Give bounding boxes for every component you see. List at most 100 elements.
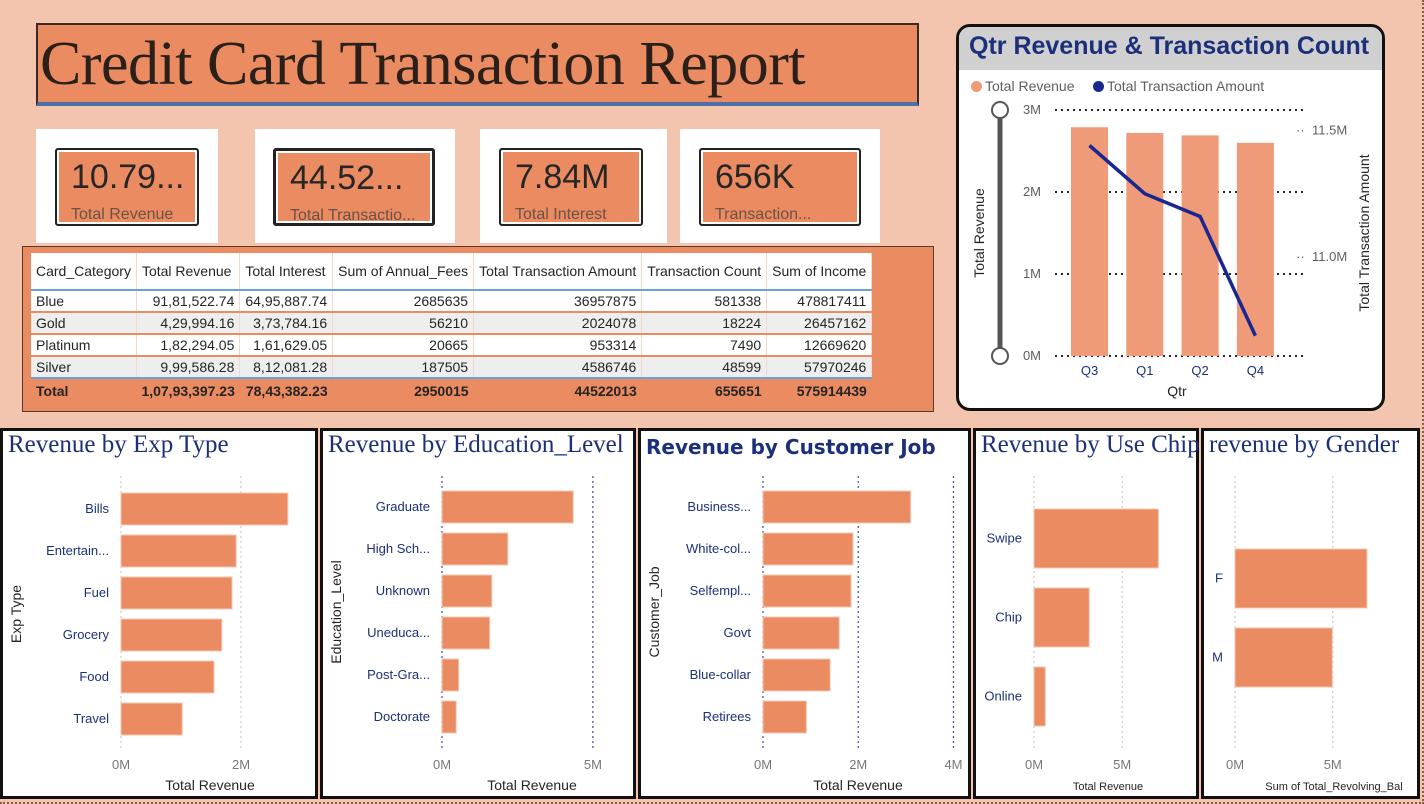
total-cell: 2950015 <box>332 378 474 402</box>
total-cell: 78,43,382.23 <box>239 378 333 402</box>
bar[interactable] <box>120 702 183 736</box>
category-label: Food <box>79 669 109 684</box>
chart-title: revenue by Gender <box>1209 431 1400 458</box>
table-cell: 581338 <box>641 290 768 313</box>
x-tick-label: 5M <box>584 757 602 772</box>
x-tick-label: Q4 <box>1247 363 1264 378</box>
category-label: Bills <box>85 501 109 516</box>
column-header[interactable]: Total Transaction Amount <box>473 253 643 291</box>
chart-title: Revenue by Education_Level <box>328 431 624 458</box>
bar[interactable] <box>762 532 854 566</box>
x-tick-label: 0M <box>1025 757 1043 772</box>
table-cell: 91,81,522.74 <box>136 290 241 313</box>
y-tick-label: 1M <box>1023 266 1041 281</box>
category-label: Fuel <box>84 585 109 600</box>
table-cell: Platinum <box>31 334 137 357</box>
category-label: F <box>1215 571 1223 586</box>
gender-chart-svg: 0M 5M F M Sum of Total_Revolving_Bal <box>1212 476 1403 793</box>
bar[interactable] <box>762 616 840 650</box>
column-header[interactable]: Total Revenue <box>136 253 241 291</box>
total-cell: 44522013 <box>473 378 642 402</box>
bar[interactable] <box>762 658 831 692</box>
table-row[interactable]: Silver 9,99,586.28 8,12,081.28 187505 458674… <box>31 356 873 379</box>
x-tick-label: 0M <box>1226 757 1244 772</box>
bar[interactable] <box>120 660 215 694</box>
column-header[interactable]: Card_Category <box>31 253 137 291</box>
kpi-transaction-count[interactable]: 656K Transaction... <box>699 148 861 226</box>
chart-title: Revenue by Use Chip <box>981 431 1200 458</box>
bar[interactable] <box>1033 587 1090 648</box>
bar[interactable] <box>762 574 852 608</box>
kpi-total-interest[interactable]: 7.84M Total Interest <box>499 148 643 226</box>
y-axis-title: Customer_Job <box>646 566 662 657</box>
bar[interactable] <box>1234 627 1333 688</box>
legend-dot-icon <box>1093 81 1104 92</box>
table-cell: 56210 <box>332 312 475 335</box>
table-cell: 2685635 <box>332 290 475 313</box>
bar-total-revenue[interactable] <box>1236 142 1274 356</box>
table-row[interactable]: Blue 91,81,522.74 64,95,887.74 2685635 36957… <box>31 290 873 313</box>
total-cell: 575914439 <box>766 378 872 402</box>
line-total-transaction-amount[interactable] <box>1088 144 1257 337</box>
kpi-total-transaction-amount[interactable]: 44.52... Total Transactio... <box>273 148 435 226</box>
bar[interactable] <box>120 534 237 568</box>
table-row[interactable]: Platinum 1,82,294.05 1,61,629.05 20665 95331… <box>31 334 873 357</box>
kpi-value: 656K <box>715 158 795 196</box>
table-cell: 64,95,887.74 <box>239 290 334 313</box>
y2-tick-dots: ·· <box>1296 122 1305 137</box>
bar[interactable] <box>120 576 233 610</box>
bar-total-revenue[interactable] <box>1071 127 1108 356</box>
bar[interactable] <box>1033 508 1159 569</box>
x-tick-label: 0M <box>112 757 130 772</box>
column-header[interactable]: Sum of Income <box>766 253 873 291</box>
table-cell: 12669620 <box>766 334 873 357</box>
bar[interactable] <box>441 490 574 524</box>
legend-item-revenue[interactable]: Total Revenue <box>971 78 1075 94</box>
kpi-value: 7.84M <box>515 158 610 196</box>
table-cell: 57970246 <box>766 356 873 379</box>
exp-type-chart-panel: Revenue by Exp Type 0M 2M Bills Entertain..… <box>0 428 318 799</box>
kpi-total-revenue[interactable]: 10.79... Total Revenue <box>55 148 199 226</box>
bar[interactable] <box>441 574 493 608</box>
y-axis-title: Total Revenue <box>971 188 987 278</box>
y2-axis-title: Total Transaction Amount <box>1356 154 1372 311</box>
qtr-revenue-chart-panel: Qtr Revenue & Transaction Count Total Re… <box>956 24 1385 411</box>
qtr-chart-header: Qtr Revenue & Transaction Count <box>959 27 1382 70</box>
bar[interactable] <box>1234 548 1368 609</box>
bar[interactable] <box>441 658 460 692</box>
column-header[interactable]: Sum of Annual_Fees <box>332 253 475 291</box>
table-cell: Blue <box>31 290 137 313</box>
x-tick-label: 0M <box>433 757 451 772</box>
legend-label: Total Revenue <box>985 78 1075 94</box>
bar[interactable] <box>120 618 223 652</box>
table-row[interactable]: Gold 4,29,994.16 3,73,784.16 56210 2024078 18… <box>31 312 873 335</box>
table-cell: 1,82,294.05 <box>136 334 241 357</box>
bar[interactable] <box>441 532 509 566</box>
range-slider-handle-bottom[interactable] <box>991 347 1009 365</box>
y2-tick-label: 11.5M <box>1312 122 1347 137</box>
table-cell: 8,12,081.28 <box>239 356 334 379</box>
table-cell: 18224 <box>641 312 768 335</box>
bar[interactable] <box>1033 666 1046 727</box>
x-tick-label: 5M <box>1113 757 1131 772</box>
legend-item-transaction-amount[interactable]: Total Transaction Amount <box>1093 78 1264 94</box>
kpi-label: Total Transactio... <box>290 207 416 224</box>
column-header[interactable]: Total Interest <box>239 253 334 291</box>
bar[interactable] <box>762 700 807 734</box>
range-slider-handle-top[interactable] <box>991 101 1009 119</box>
table-total-row: Total 1,07,93,397.23 78,43,382.23 2950015 44… <box>31 378 872 402</box>
customer-job-chart-panel: Revenue by Customer Job 0M 2M 4M Business..… <box>638 428 971 799</box>
bar[interactable] <box>441 616 491 650</box>
table-cell: 4586746 <box>473 356 643 379</box>
y-tick-label: 2M <box>1023 184 1041 199</box>
category-label: Online <box>984 689 1022 704</box>
bar-total-revenue[interactable] <box>1126 132 1164 356</box>
bar[interactable] <box>441 700 457 734</box>
kpi-label: Total Interest <box>515 206 607 223</box>
use-chip-chart-svg: 0M 5M Swipe Chip Online Total Revenue <box>984 476 1159 793</box>
column-header[interactable]: Transaction Count <box>641 253 768 291</box>
category-label: Business... <box>687 499 751 514</box>
bar[interactable] <box>120 492 289 526</box>
qtr-chart-title: Qtr Revenue & Transaction Count <box>969 32 1370 60</box>
bar[interactable] <box>762 490 912 524</box>
